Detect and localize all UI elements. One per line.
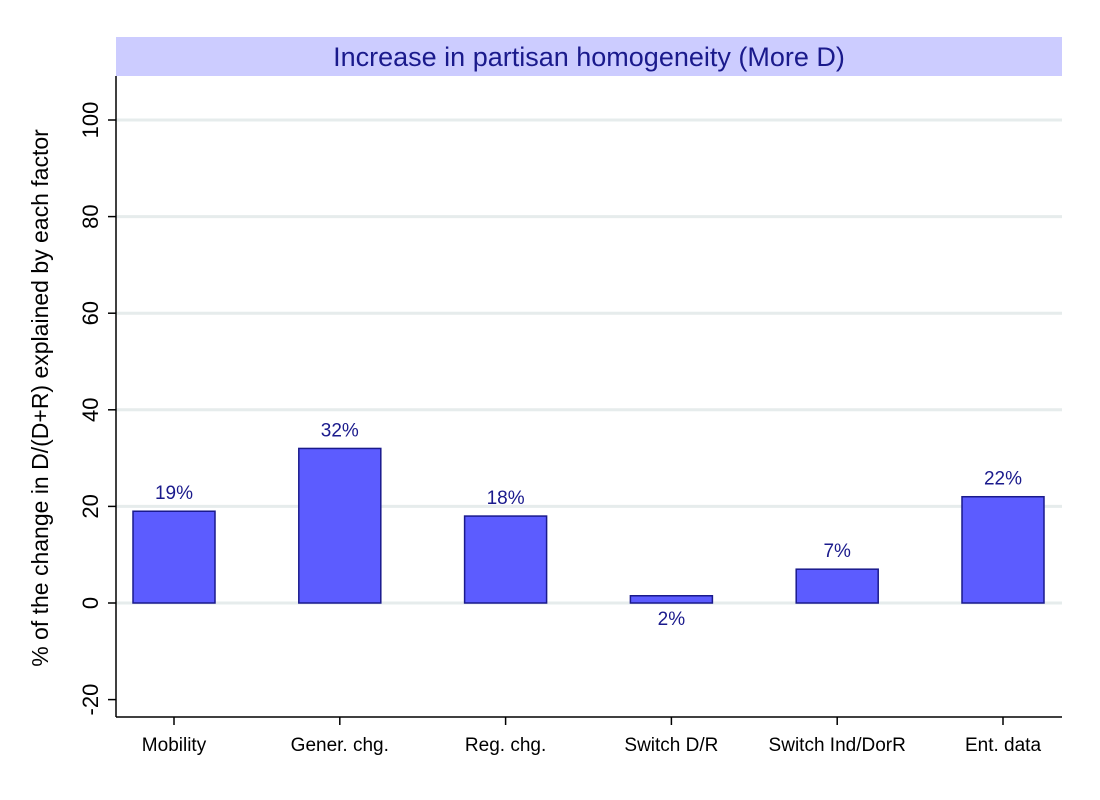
data-label: 18%	[487, 488, 525, 509]
y-tick-label: 0	[78, 597, 103, 609]
bar	[463, 515, 548, 604]
data-label: 2%	[658, 609, 686, 630]
x-tick-label: Ent. data	[965, 735, 1041, 756]
x-tick-label: Reg. chg.	[465, 735, 546, 756]
x-tick-label: Switch Ind/DorR	[769, 735, 906, 756]
x-ticks: Mobility Gener. chg. Reg. chg. Switch D/R Sw…	[142, 717, 1041, 756]
data-label: 22%	[984, 469, 1022, 490]
data-labels: 19% 32% 18% 2% 7% 22%	[155, 420, 1022, 630]
y-tick-label: 40	[78, 398, 103, 422]
bar	[795, 568, 879, 604]
chart-title: Increase in partisan homogeneity (More D…	[333, 42, 845, 72]
y-axis-label: % of the change in D/(D+R) explained by …	[27, 129, 53, 667]
bar	[298, 447, 382, 604]
data-label: 19%	[155, 483, 193, 504]
bar	[961, 495, 1045, 604]
bars	[132, 447, 1045, 604]
x-tick-label: Mobility	[142, 735, 207, 756]
x-tick-label: Switch D/R	[624, 735, 718, 756]
y-tick-label: 20	[78, 494, 103, 518]
gridlines	[116, 118, 1062, 605]
y-tick-label: -20	[78, 684, 103, 716]
y-ticks: -20 0 20 40 60 80 100	[78, 102, 116, 716]
bar	[132, 510, 216, 604]
y-tick-label: 100	[78, 102, 103, 139]
y-tick-label: 80	[78, 204, 103, 228]
chart-title-band	[116, 37, 1062, 76]
y-tick-label: 60	[78, 301, 103, 325]
axes	[115, 76, 1062, 718]
data-label: 7%	[823, 541, 851, 562]
bar	[629, 595, 714, 604]
data-label: 32%	[321, 420, 359, 441]
x-tick-label: Gener. chg.	[291, 735, 389, 756]
